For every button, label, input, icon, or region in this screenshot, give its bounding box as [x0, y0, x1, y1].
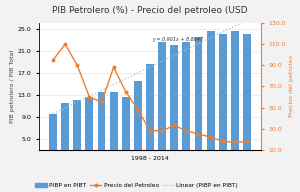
Bar [61, 103, 69, 166]
Bar [110, 92, 118, 166]
Line: Linear (PIBP en PIBT): Linear (PIBP en PIBT) [53, 20, 247, 114]
Precio del Petroleo [112, 66, 116, 69]
Linear (PIBP en PIBT) [87, 95, 91, 97]
Bar [194, 37, 202, 166]
Linear (PIBP en PIBT) [59, 109, 63, 111]
Precio del Petroleo [160, 130, 164, 132]
Precio del Petroleo [221, 140, 224, 142]
Bar [207, 31, 214, 166]
Linear (PIBP en PIBT) [63, 107, 67, 109]
Precio del Petroleo [172, 124, 176, 127]
Linear (PIBP en PIBT) [51, 113, 55, 115]
Legend: PIBP en PIBT, Precio del Petroleo, Linear (PIBP en PIBT): PIBP en PIBT, Precio del Petroleo, Linea… [33, 180, 241, 190]
Bar [122, 97, 130, 166]
Bar [85, 97, 93, 166]
Precio del Petroleo [233, 141, 237, 144]
Precio del Petroleo [184, 130, 188, 132]
Text: PIB Petrolero (%) - Precio del petroleo (USD: PIB Petrolero (%) - Precio del petroleo … [52, 6, 248, 15]
Precio del Petroleo [148, 130, 152, 132]
Precio del Petroleo [136, 108, 140, 111]
Linear (PIBP en PIBT) [245, 19, 249, 22]
Precio del Petroleo [51, 59, 55, 61]
Bar [219, 34, 227, 166]
Y-axis label: PIB petrolero / PIB Total: PIB petrolero / PIB Total [10, 50, 15, 123]
Bar [158, 42, 166, 166]
Y-axis label: Precios del petroleo: Precios del petroleo [289, 55, 294, 118]
Bar [146, 64, 154, 166]
X-axis label: 1998 - 2014: 1998 - 2014 [131, 156, 169, 161]
Precio del Petroleo [124, 91, 128, 93]
Line: Precio del Petroleo: Precio del Petroleo [52, 43, 248, 144]
Bar [231, 31, 239, 166]
Precio del Petroleo [197, 133, 200, 135]
Linear (PIBP en PIBT) [103, 88, 106, 90]
Linear (PIBP en PIBT) [236, 24, 239, 26]
Bar [49, 114, 57, 166]
Precio del Petroleo [88, 96, 91, 98]
Precio del Petroleo [100, 101, 103, 103]
Precio del Petroleo [245, 140, 249, 142]
Bar [170, 45, 178, 166]
Precio del Petroleo [76, 64, 79, 66]
Bar [73, 100, 81, 166]
Bar [182, 42, 190, 166]
Text: y = 0.901x + 8.8647: y = 0.901x + 8.8647 [152, 37, 203, 42]
Precio del Petroleo [63, 43, 67, 45]
Bar [98, 92, 106, 166]
Bar [134, 81, 142, 166]
Precio del Petroleo [209, 136, 212, 138]
Linear (PIBP en PIBT) [229, 27, 232, 29]
Bar [243, 34, 251, 166]
